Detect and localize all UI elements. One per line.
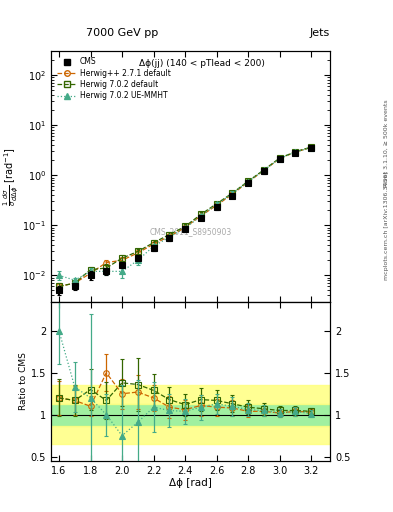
X-axis label: Δϕ [rad]: Δϕ [rad] — [169, 478, 212, 488]
Bar — [51, 425, 330, 444]
Text: 7000 GeV pp: 7000 GeV pp — [86, 28, 159, 38]
Text: CMS_2011_S8950903: CMS_2011_S8950903 — [149, 227, 232, 236]
Text: mcplots.cern.ch [arXiv:1306.3436]: mcplots.cern.ch [arXiv:1306.3436] — [384, 171, 389, 280]
Bar — [51, 386, 330, 404]
Text: Δϕ(jj) (140 < pTlead < 200): Δϕ(jj) (140 < pTlead < 200) — [139, 59, 265, 68]
Y-axis label: $\frac{1}{\sigma}\frac{d\sigma}{d\Delta\phi}$ [rad$^{-1}$]: $\frac{1}{\sigma}\frac{d\sigma}{d\Delta\… — [1, 147, 20, 206]
Bar — [51, 404, 330, 425]
Text: Rivet 3.1.10, ≥ 500k events: Rivet 3.1.10, ≥ 500k events — [384, 99, 389, 187]
Text: Jets: Jets — [310, 28, 330, 38]
Y-axis label: Ratio to CMS: Ratio to CMS — [19, 352, 28, 410]
Legend: CMS, Herwig++ 2.7.1 default, Herwig 7.0.2 default, Herwig 7.0.2 UE-MMHT: CMS, Herwig++ 2.7.1 default, Herwig 7.0.… — [55, 55, 173, 102]
